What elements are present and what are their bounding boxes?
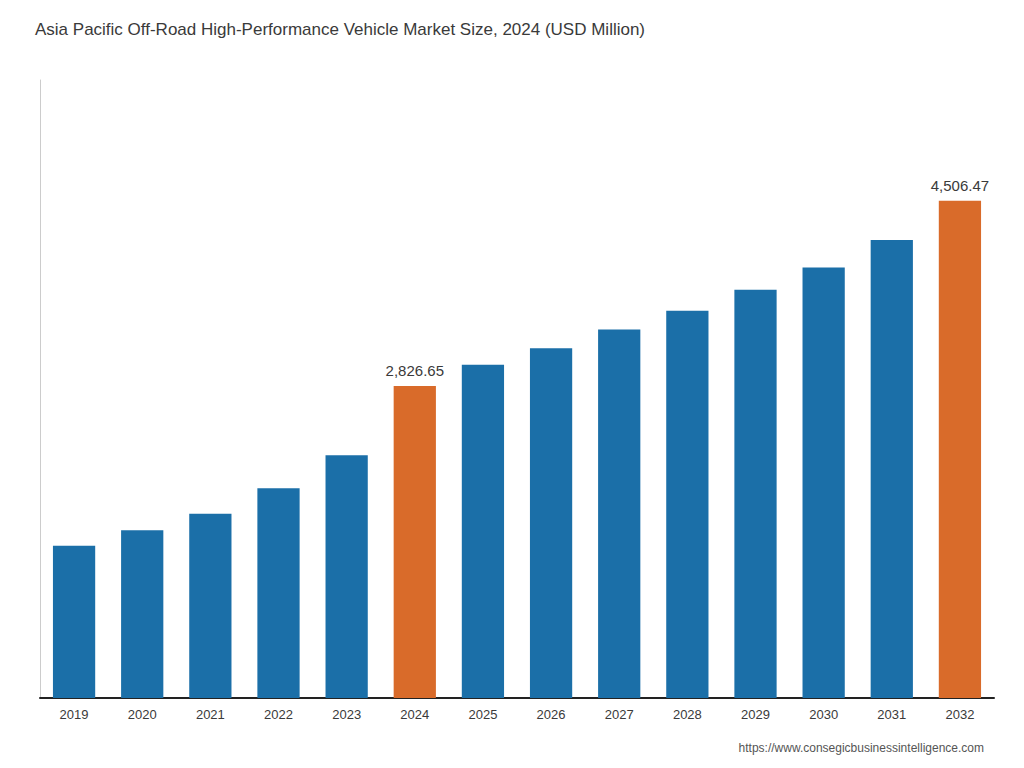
svg-text:2019: 2019	[60, 707, 89, 722]
svg-text:2022: 2022	[264, 707, 293, 722]
svg-text:2020: 2020	[128, 707, 157, 722]
svg-text:2,826.65: 2,826.65	[386, 362, 444, 379]
svg-text:2026: 2026	[537, 707, 566, 722]
svg-text:2023: 2023	[332, 707, 361, 722]
svg-text:2030: 2030	[809, 707, 838, 722]
svg-text:Asia Pacific Off-Road High-Per: Asia Pacific Off-Road High-Performance V…	[35, 20, 645, 39]
svg-text:2029: 2029	[741, 707, 770, 722]
svg-text:2021: 2021	[196, 707, 225, 722]
svg-text:2032: 2032	[945, 707, 974, 722]
svg-text:2025: 2025	[468, 707, 497, 722]
svg-text:2031: 2031	[877, 707, 906, 722]
svg-text:https://www.consegicbusinessin: https://www.consegicbusinessintelligence…	[739, 741, 984, 755]
svg-text:4,506.47: 4,506.47	[931, 177, 989, 194]
svg-text:2027: 2027	[605, 707, 634, 722]
svg-text:2028: 2028	[673, 707, 702, 722]
svg-text:2024: 2024	[400, 707, 429, 722]
